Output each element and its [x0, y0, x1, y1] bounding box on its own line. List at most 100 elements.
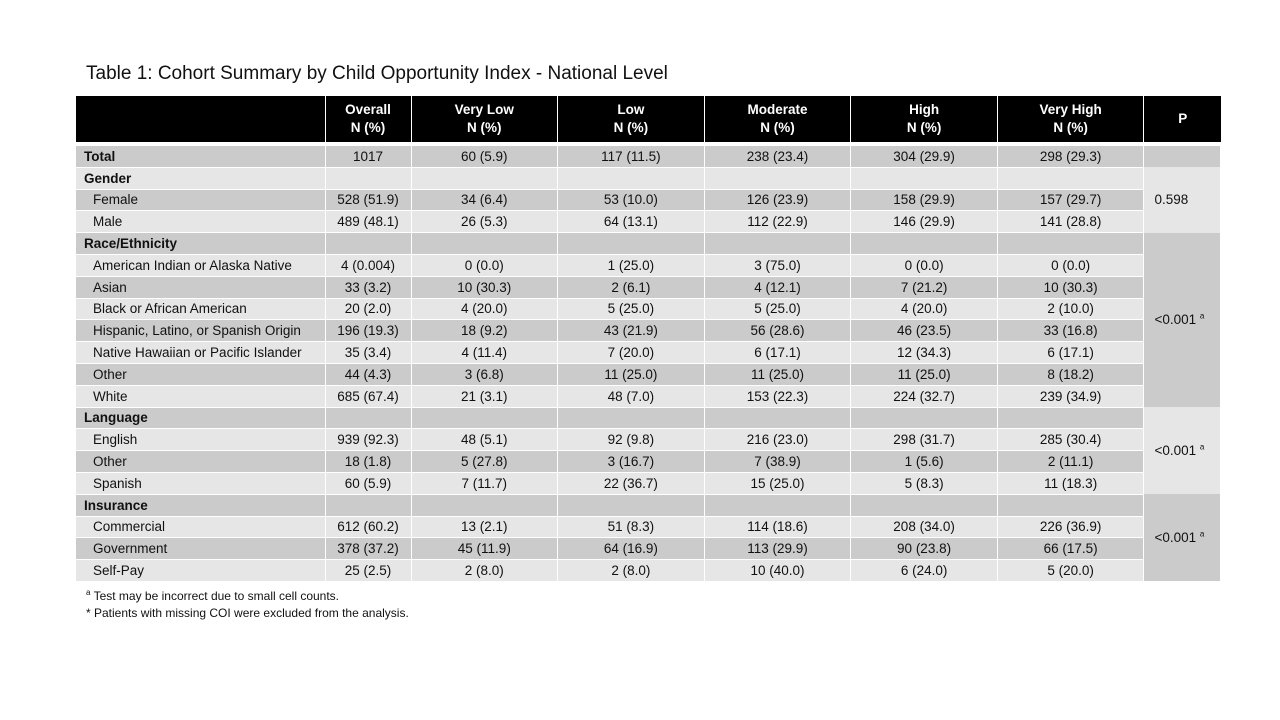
table-row: English 939 (92.3) 48 (5.1) 92 (9.8) 216…	[76, 428, 1221, 451]
cell-very-low: 48 (5.1)	[411, 428, 559, 451]
cell-overall: 60 (5.9)	[325, 471, 412, 495]
cell-moderate: 114 (18.6)	[704, 515, 852, 538]
section-header-language: Language <0.001 a	[76, 406, 1222, 495]
cell-moderate: 56 (28.6)	[704, 319, 852, 342]
section-header-insurance: Insurance <0.001 a	[76, 493, 1222, 581]
cell-very-high: 226 (36.9)	[997, 515, 1145, 538]
section-header-race: Race/Ethnicity <0.001 a	[76, 232, 1222, 408]
cell-very-high: 285 (30.4)	[997, 428, 1145, 451]
footnote-missing-coi: * Patients with missing COI were exclude…	[86, 606, 409, 620]
cell-high: 90 (23.8)	[850, 537, 998, 560]
header-label-cell	[76, 96, 326, 142]
cell-overall: 18 (1.8)	[325, 450, 412, 473]
row-label: English	[76, 428, 326, 451]
cell-low: 2 (6.1)	[557, 275, 705, 299]
cell-moderate: 126 (23.9)	[704, 188, 852, 211]
cell-very-high: 141 (28.8)	[997, 210, 1145, 233]
cell-high: 5 (8.3)	[850, 471, 998, 495]
header-very-high: Very High N (%)	[997, 96, 1145, 142]
cell-overall: 612 (60.2)	[325, 515, 412, 538]
table-row: Asian 33 (3.2) 10 (30.3) 2 (6.1) 4 (12.1…	[76, 275, 1221, 299]
cell-high: 46 (23.5)	[850, 319, 998, 342]
section-label: Insurance	[76, 493, 326, 517]
cell-moderate: 11 (25.0)	[704, 362, 852, 386]
header-overall: Overall N (%)	[325, 96, 412, 142]
row-label: Black or African American	[76, 297, 326, 320]
table-row: Female 528 (51.9) 34 (6.4) 53 (10.0) 126…	[76, 188, 1221, 211]
cell-high: 298 (31.7)	[850, 428, 998, 451]
cell-very-low: 26 (5.3)	[411, 210, 559, 233]
cell-overall: 4 (0.004)	[325, 253, 412, 277]
header-very-low: Very Low N (%)	[411, 96, 559, 142]
row-label: Native Hawaiian or Pacific Islander	[76, 341, 326, 364]
cell-very-low: 18 (9.2)	[411, 319, 559, 342]
header-moderate: Moderate N (%)	[704, 96, 852, 142]
p-value-gender: 0.598	[1143, 167, 1222, 233]
cell-very-high: 33 (16.8)	[997, 319, 1145, 342]
header-row: Overall N (%) Very Low N (%) Low N (%) Mode…	[76, 96, 1221, 142]
cell-moderate: 7 (38.9)	[704, 450, 852, 473]
cell-moderate: 3 (75.0)	[704, 253, 852, 277]
section-label: Gender	[76, 166, 326, 190]
row-label: Government	[76, 537, 326, 560]
section-header-gender: Gender 0.598	[76, 166, 1222, 233]
cell-low: 7 (20.0)	[557, 341, 705, 364]
table-row: Hispanic, Latino, or Spanish Origin 196 …	[76, 319, 1221, 342]
row-label: Total	[76, 145, 326, 168]
cell-very-low: 60 (5.9)	[411, 145, 559, 168]
table-row: Other 44 (4.3) 3 (6.8) 11 (25.0) 11 (25.…	[76, 362, 1221, 386]
cell-very-high: 298 (29.3)	[997, 145, 1145, 168]
cell-very-low: 7 (11.7)	[411, 471, 559, 495]
header-p: P	[1143, 96, 1221, 142]
cohort-summary-table: Overall N (%) Very Low N (%) Low N (%) Mode…	[76, 96, 1222, 581]
row-label: Other	[76, 362, 326, 386]
row-label: Self-Pay	[76, 559, 326, 581]
cell-very-low: 4 (11.4)	[411, 341, 559, 364]
cell-low: 1 (25.0)	[557, 253, 705, 277]
cell-very-high: 8 (18.2)	[997, 362, 1145, 386]
cell-very-high: 66 (17.5)	[997, 537, 1145, 560]
cell-moderate: 153 (22.3)	[704, 384, 852, 408]
cell-very-low: 10 (30.3)	[411, 275, 559, 299]
cell-very-low: 34 (6.4)	[411, 188, 559, 211]
cell-low: 43 (21.9)	[557, 319, 705, 342]
cell-very-high: 11 (18.3)	[997, 471, 1145, 495]
row-label: Asian	[76, 275, 326, 299]
cell-very-low: 13 (2.1)	[411, 515, 559, 538]
row-label: Male	[76, 210, 326, 233]
footnote-a: a Test may be incorrect due to small cel…	[86, 588, 340, 604]
cell-low: 51 (8.3)	[557, 515, 705, 538]
cell-high: 12 (34.3)	[850, 341, 998, 364]
table-row: Government 378 (37.2) 45 (11.9) 64 (16.9…	[76, 537, 1221, 560]
cell-overall: 35 (3.4)	[325, 341, 412, 364]
row-label: Hispanic, Latino, or Spanish Origin	[76, 319, 326, 342]
row-label: Female	[76, 188, 326, 211]
table-row: Commercial 612 (60.2) 13 (2.1) 51 (8.3) …	[76, 515, 1221, 538]
total-row: Total 1017 60 (5.9) 117 (11.5) 238 (23.4…	[76, 145, 1222, 168]
cell-low: 92 (9.8)	[557, 428, 705, 451]
cell-overall: 20 (2.0)	[325, 297, 412, 320]
cell-high: 158 (29.9)	[850, 188, 998, 211]
cell-high: 11 (25.0)	[850, 362, 998, 386]
cell-very-low: 45 (11.9)	[411, 537, 559, 560]
cell-high: 146 (29.9)	[850, 210, 998, 233]
table-row: Male 489 (48.1) 26 (5.3) 64 (13.1) 112 (…	[76, 210, 1221, 233]
p-value-race: <0.001 a	[1143, 232, 1222, 408]
cell-overall: 378 (37.2)	[325, 537, 412, 560]
cell-overall: 939 (92.3)	[325, 428, 412, 451]
cell-moderate: 10 (40.0)	[704, 559, 852, 581]
row-label: Other	[76, 450, 326, 473]
cell-overall: 33 (3.2)	[325, 275, 412, 299]
row-label: Spanish	[76, 471, 326, 495]
cell-high: 1 (5.6)	[850, 450, 998, 473]
cell-moderate: 238 (23.4)	[704, 145, 852, 168]
cell-overall: 25 (2.5)	[325, 559, 412, 581]
row-label: Commercial	[76, 515, 326, 538]
table-row: Other 18 (1.8) 5 (27.8) 3 (16.7) 7 (38.9…	[76, 450, 1221, 473]
cell-overall: 44 (4.3)	[325, 362, 412, 386]
cell-low: 5 (25.0)	[557, 297, 705, 320]
cell-moderate: 4 (12.1)	[704, 275, 852, 299]
cell-moderate: 15 (25.0)	[704, 471, 852, 495]
cell-low: 64 (16.9)	[557, 537, 705, 560]
cell-very-high: 157 (29.7)	[997, 188, 1145, 211]
